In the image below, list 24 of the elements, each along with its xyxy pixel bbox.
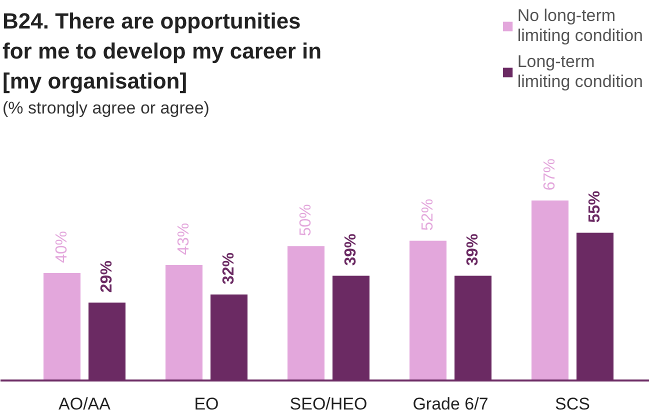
bar [532,200,568,380]
data-label: 39% [464,234,482,266]
chart-subtitle: (% strongly agree or agree) [2,98,210,118]
x-tick-label: Grade 6/7 [412,394,488,414]
bar [166,264,202,380]
bar [44,273,80,380]
x-tick-label: SCS [555,394,590,414]
legend-label: No long-term limiting condition [517,6,643,46]
data-label: 40% [54,231,70,264]
legend-label: Long-term limiting condition [517,52,643,92]
data-label: 39% [342,234,360,266]
x-tick-label: AO/AA [58,394,112,414]
x-tick-label: SEO/HEO [290,394,368,414]
data-label: 50% [298,204,314,236]
bar [410,240,446,380]
data-label: 52% [420,198,436,231]
data-label: 67% [542,158,558,190]
data-label: 43% [176,222,192,255]
data-label: 29% [98,260,116,293]
bar [288,246,324,380]
chart-title: B24. There are opportunities for me to develop my career in [my organisation] [2,8,322,94]
data-label: 32% [220,252,238,285]
data-label: 55% [586,190,604,223]
x-tick-label: EO [194,394,219,414]
